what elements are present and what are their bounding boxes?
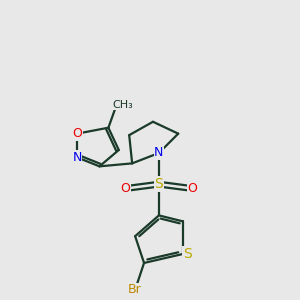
Text: CH₃: CH₃ — [112, 100, 133, 110]
Text: S: S — [183, 247, 191, 261]
Text: O: O — [72, 127, 82, 140]
Text: N: N — [73, 151, 82, 164]
Text: N: N — [154, 146, 164, 160]
Text: S: S — [154, 177, 163, 191]
Text: O: O — [187, 182, 197, 194]
Text: Br: Br — [128, 283, 141, 296]
Text: O: O — [121, 182, 130, 194]
